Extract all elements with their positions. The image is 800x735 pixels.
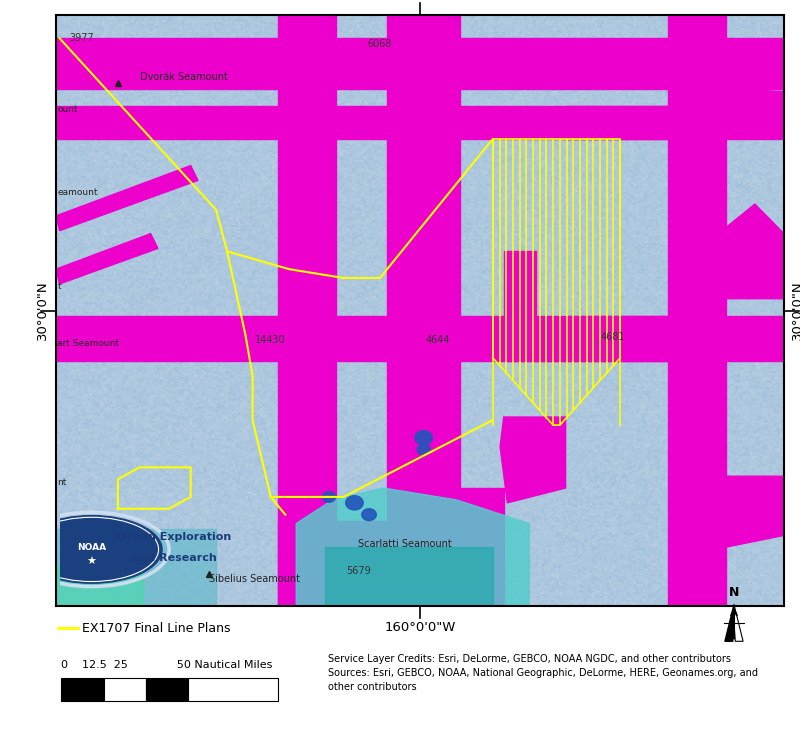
Text: t: t [58, 282, 61, 291]
Polygon shape [56, 529, 216, 606]
Polygon shape [667, 329, 726, 361]
Polygon shape [504, 329, 566, 361]
Text: 30°0'0"N: 30°0'0"N [36, 281, 49, 340]
Polygon shape [56, 565, 143, 606]
Text: eamount: eamount [58, 187, 98, 197]
Bar [62, 678, 103, 701]
Circle shape [415, 431, 432, 445]
Text: 30°0'0"N: 30°0'0"N [791, 281, 800, 340]
Polygon shape [460, 488, 504, 606]
Circle shape [346, 495, 363, 510]
Text: 6068: 6068 [368, 39, 392, 49]
Polygon shape [566, 107, 667, 139]
Polygon shape [326, 547, 493, 606]
Text: nt: nt [58, 478, 67, 487]
Polygon shape [56, 165, 198, 231]
Circle shape [322, 492, 335, 502]
Text: and Research: and Research [132, 553, 217, 563]
Polygon shape [56, 234, 158, 284]
Text: ount: ount [58, 105, 78, 114]
Polygon shape [726, 476, 784, 547]
Bar [103, 678, 146, 701]
Text: N: N [729, 586, 739, 599]
Text: Dvorák Seamount: Dvorák Seamount [140, 72, 227, 82]
Text: 4681: 4681 [601, 332, 625, 343]
Text: 4644: 4644 [426, 335, 450, 345]
Polygon shape [504, 251, 537, 317]
Circle shape [22, 516, 162, 584]
Polygon shape [500, 417, 566, 503]
Text: ★: ★ [86, 557, 97, 567]
Text: 160°0'0"W: 160°0'0"W [384, 621, 456, 634]
Text: 3977: 3977 [69, 33, 94, 43]
Polygon shape [726, 89, 784, 139]
Text: Ocean Exploration: Ocean Exploration [118, 531, 231, 542]
Bar [146, 678, 188, 701]
Polygon shape [726, 204, 784, 298]
Polygon shape [566, 317, 667, 361]
Polygon shape [296, 488, 530, 606]
Bar [188, 678, 278, 701]
Circle shape [362, 509, 376, 520]
Text: EX1707 Final Line Plans: EX1707 Final Line Plans [82, 622, 230, 635]
Polygon shape [734, 604, 743, 641]
Text: 14430: 14430 [255, 335, 286, 345]
Polygon shape [278, 520, 387, 606]
Text: 5679: 5679 [346, 566, 370, 576]
Text: Sibelius Seamount: Sibelius Seamount [209, 573, 300, 584]
Circle shape [417, 444, 430, 455]
Text: Scarlatti Seamount: Scarlatti Seamount [358, 539, 452, 549]
Text: art Seamount: art Seamount [58, 339, 119, 348]
Text: NOAA: NOAA [77, 543, 106, 552]
Polygon shape [56, 107, 278, 139]
Text: 0    12.5  25              50 Nautical Miles: 0 12.5 25 50 Nautical Miles [62, 660, 273, 670]
Polygon shape [725, 604, 734, 641]
Text: Service Layer Credits: Esri, DeLorme, GEBCO, NOAA NGDC, and other contributors
S: Service Layer Credits: Esri, DeLorme, GE… [328, 654, 758, 692]
